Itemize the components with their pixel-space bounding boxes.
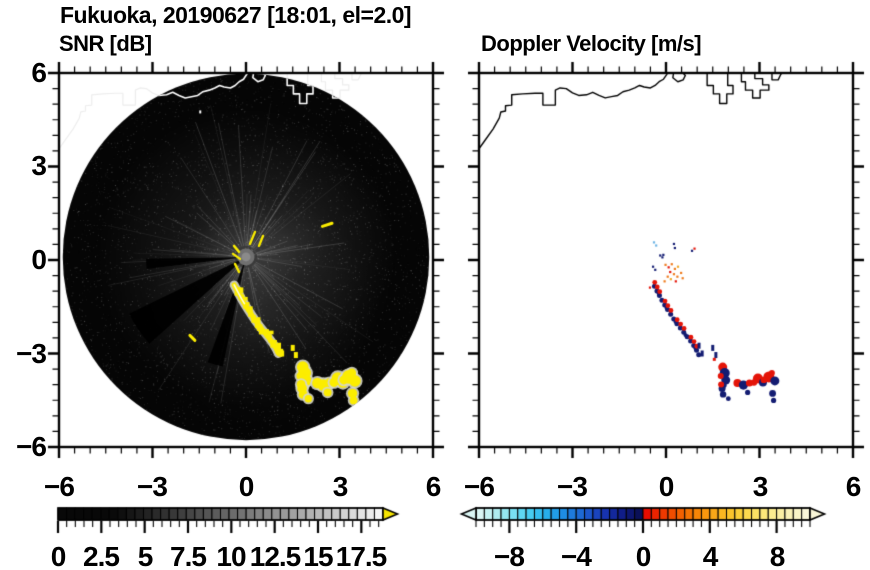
radar-figure: Fukuoka, 20190627 [18:01, el=2.0] SNR [d… (0, 0, 870, 570)
figure-canvas (0, 0, 870, 570)
